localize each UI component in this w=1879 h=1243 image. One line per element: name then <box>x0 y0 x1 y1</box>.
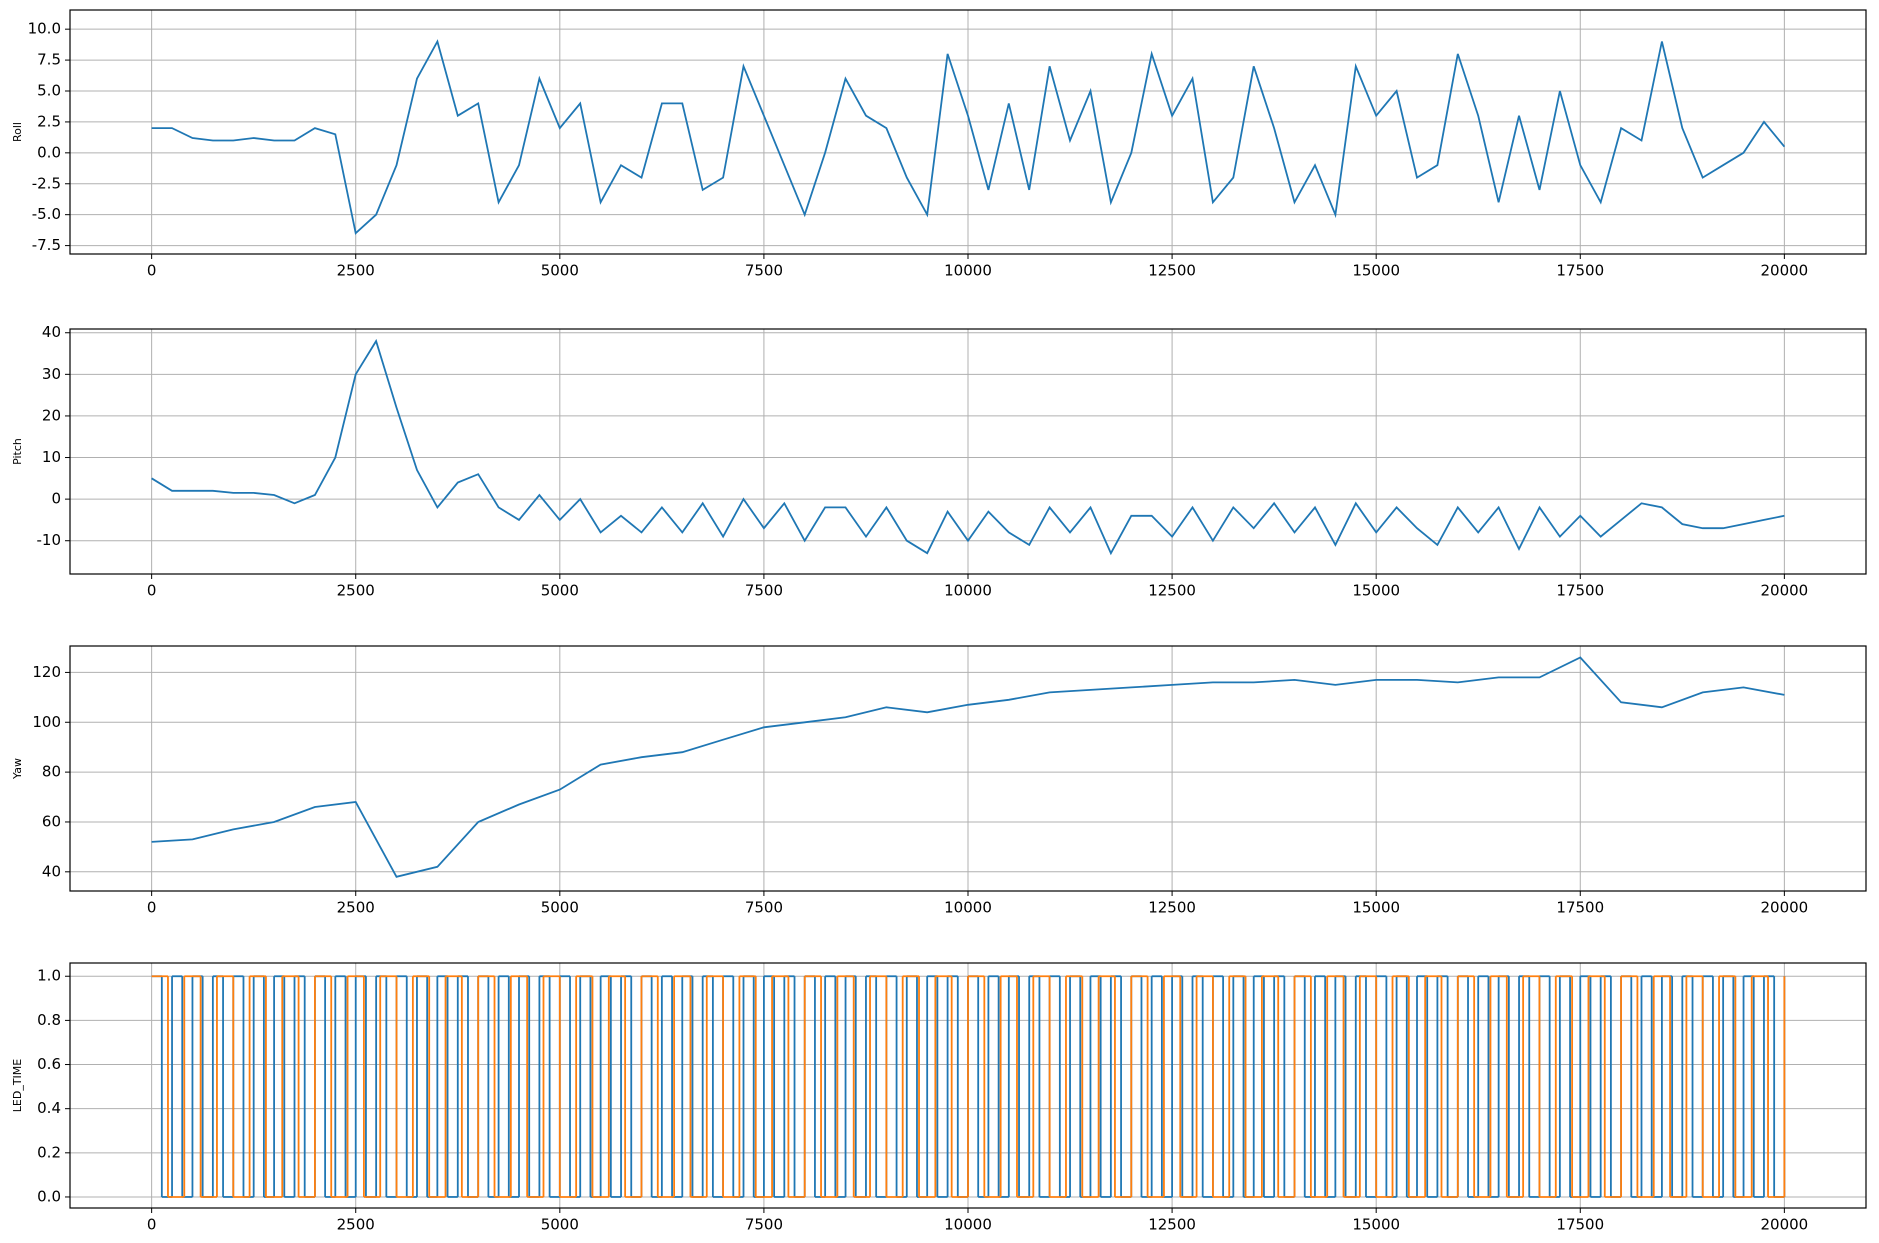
x-tick-label: 15000 <box>1352 1216 1400 1234</box>
y-tick-label: 0.6 <box>37 1055 61 1073</box>
data-line <box>151 39 1786 235</box>
y-tick-label: 2.5 <box>37 112 61 130</box>
x-tick-label: 10000 <box>944 262 992 280</box>
x-tick-label: 2500 <box>337 899 375 917</box>
y-tick-label: 0.2 <box>37 1143 61 1161</box>
x-tick-label: 7500 <box>745 582 783 600</box>
y-tick-label: 7.5 <box>37 51 61 69</box>
y-tick-label: 120 <box>32 663 61 681</box>
y-axis-label: Yaw <box>11 758 24 780</box>
data-line <box>151 338 1785 556</box>
y-tick-label: -7.5 <box>32 236 61 254</box>
x-tick-label: 0 <box>147 582 157 600</box>
y-tick-label: 5.0 <box>37 82 61 100</box>
x-tick-label: 2500 <box>337 1216 375 1234</box>
y-tick-label: -5.0 <box>32 205 61 223</box>
x-tick-label: 12500 <box>1148 582 1196 600</box>
y-tick-label: 10.0 <box>28 20 61 38</box>
y-tick-label: -2.5 <box>32 174 61 192</box>
x-tick-label: 20000 <box>1761 262 1809 280</box>
x-tick-label: 20000 <box>1761 582 1809 600</box>
x-tick-label: 7500 <box>745 262 783 280</box>
x-tick-label: 10000 <box>944 582 992 600</box>
y-tick-label: 0.8 <box>37 1011 61 1029</box>
y-tick-label: 40 <box>42 862 61 880</box>
axes-frame <box>69 328 1867 575</box>
y-tick-label: 1.0 <box>37 967 61 985</box>
x-tick-label: 2500 <box>337 262 375 280</box>
data-line <box>151 656 1785 878</box>
x-tick-label: 0 <box>147 262 157 280</box>
y-axis-label: Roll <box>11 122 24 142</box>
y-tick-label: 60 <box>42 812 61 830</box>
x-tick-label: 7500 <box>745 899 783 917</box>
x-tick-label: 0 <box>147 899 157 917</box>
x-tick-label: 17500 <box>1556 262 1604 280</box>
y-tick-label: -10 <box>37 531 62 549</box>
axes-frame <box>69 962 1867 1209</box>
x-tick-label: 12500 <box>1148 899 1196 917</box>
axes-frame <box>69 645 1867 892</box>
x-tick-label: 5000 <box>541 1216 579 1234</box>
x-tick-label: 12500 <box>1148 262 1196 280</box>
subplot: 0 2500 5000 7500 10000 12500 15000 17500 20000 0.… <box>11 962 1867 1234</box>
y-tick-label: 10 <box>42 448 61 466</box>
y-tick-label: 20 <box>42 406 61 424</box>
x-tick-label: 0 <box>147 1216 157 1234</box>
x-tick-label: 12500 <box>1148 1216 1196 1234</box>
x-tick-label: 15000 <box>1352 582 1400 600</box>
y-tick-label: 100 <box>32 713 61 731</box>
subplot: 0 2500 5000 7500 10000 12500 15000 17500 20000 -7… <box>11 9 1867 280</box>
y-tick-label: 30 <box>42 365 61 383</box>
x-tick-label: 20000 <box>1761 1216 1809 1234</box>
x-tick-label: 17500 <box>1556 582 1604 600</box>
x-tick-label: 10000 <box>944 899 992 917</box>
axes-frame <box>69 9 1867 255</box>
y-tick-label: 80 <box>42 763 61 781</box>
y-tick-label: 0.0 <box>37 1187 61 1205</box>
y-axis-label: LED_TIME <box>11 1059 24 1113</box>
x-tick-label: 15000 <box>1352 262 1400 280</box>
x-tick-label: 17500 <box>1556 1216 1604 1234</box>
x-tick-label: 5000 <box>541 899 579 917</box>
x-tick-label: 5000 <box>541 582 579 600</box>
subplot: 0 2500 5000 7500 10000 12500 15000 17500 20000 40… <box>11 645 1867 917</box>
x-tick-label: 10000 <box>944 1216 992 1234</box>
subplot: 0 2500 5000 7500 10000 12500 15000 17500 20000 -1… <box>11 323 1867 600</box>
y-tick-label: 0.0 <box>37 143 61 161</box>
x-tick-label: 15000 <box>1352 899 1400 917</box>
y-tick-label: 40 <box>42 323 61 341</box>
x-tick-label: 20000 <box>1761 899 1809 917</box>
x-tick-label: 7500 <box>745 1216 783 1234</box>
y-tick-label: 0.4 <box>37 1099 61 1117</box>
x-tick-label: 2500 <box>337 582 375 600</box>
y-tick-label: 0 <box>51 490 61 508</box>
x-tick-label: 5000 <box>541 262 579 280</box>
y-axis-label: Pitch <box>11 438 24 465</box>
x-tick-label: 17500 <box>1556 899 1604 917</box>
